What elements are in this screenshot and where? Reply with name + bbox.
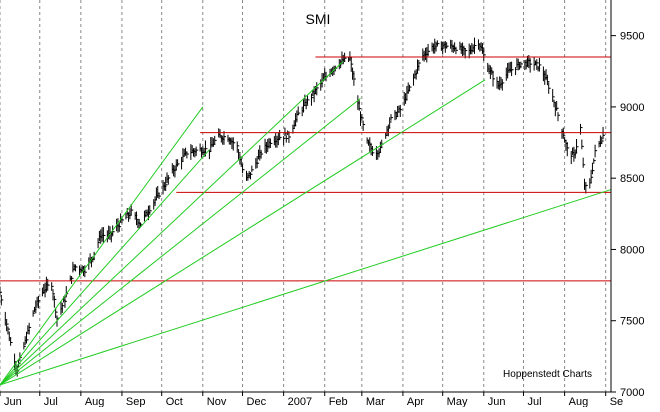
x-tick-label: Jun (488, 396, 506, 407)
trend-line (0, 106, 204, 386)
x-tick-label: Dec (247, 396, 267, 407)
x-tick-label: Jul (528, 396, 542, 407)
x-tick-label: Mar (366, 396, 385, 407)
trend-line (0, 60, 344, 386)
y-tick-label: 7500 (620, 316, 644, 328)
price-bars (0, 37, 606, 377)
y-tick-label: 9000 (620, 102, 644, 114)
trend-line (0, 79, 486, 386)
x-tick-label: Oct (166, 396, 183, 407)
y-tick-label: 8000 (620, 244, 644, 256)
y-tick-label: 9500 (620, 31, 644, 43)
trend-line (0, 189, 612, 386)
trend-line (0, 149, 210, 386)
x-tick-label: Feb (329, 396, 348, 407)
x-tick-label: Sep (126, 396, 146, 407)
x-tick-label: May (447, 396, 468, 407)
horizontal-levels (0, 56, 611, 282)
grid-lines (0, 0, 607, 392)
x-tick-label: Aug (569, 396, 589, 407)
y-tick-label: 7000 (620, 387, 644, 399)
x-tick-label: Aug (85, 396, 105, 407)
x-tick-label: Jun (4, 396, 22, 407)
y-tick-label: 8500 (620, 173, 644, 185)
x-tick-label: Apr (407, 396, 424, 407)
trend-line (0, 97, 361, 386)
x-tick-label: Se (610, 396, 623, 407)
chart-credit: Hoppenstedt Charts (503, 369, 592, 380)
trend-lines (0, 60, 612, 386)
x-tick-label: 2007 (288, 396, 312, 407)
x-tick-label: Nov (207, 396, 227, 407)
x-tick-label: Jul (44, 396, 58, 407)
x-axis-ticks: Jun Jul Aug Sep Oct Nov Dec 2007 Feb Mar Apr May Jun… (0, 392, 623, 408)
chart-title: SMI (306, 11, 331, 27)
y-axis-ticks: 7000 7500 8000 8500 9000 9500 (611, 31, 644, 399)
